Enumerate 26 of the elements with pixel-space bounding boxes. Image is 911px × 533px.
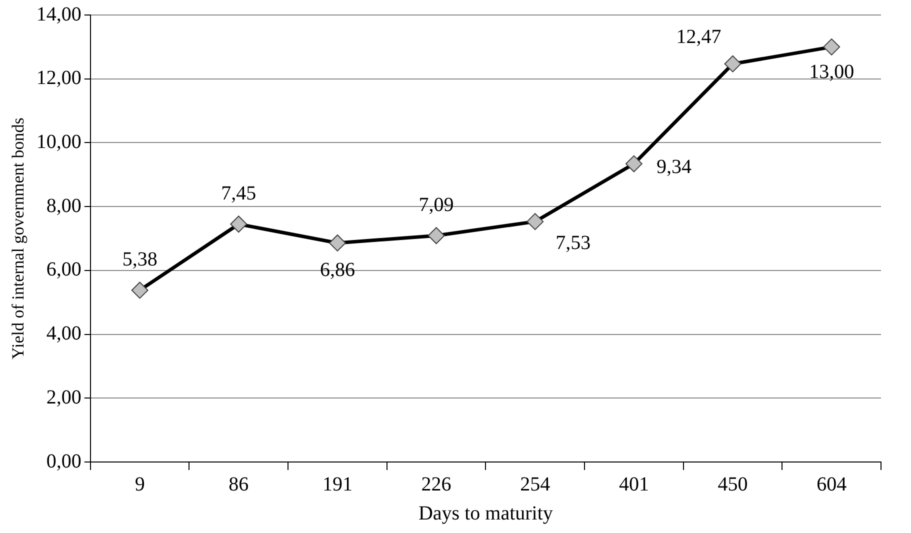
data-label: 9,34 xyxy=(656,156,692,178)
x-tick-label: 9 xyxy=(134,473,145,496)
y-axis-title: Yield of internal government bonds xyxy=(8,118,28,360)
y-tick-label: 2,00 xyxy=(46,386,82,408)
x-axis-title: Days to maturity xyxy=(418,502,553,524)
data-label: 7,09 xyxy=(418,194,454,216)
data-label: 12,47 xyxy=(676,26,722,48)
data-label: 6,86 xyxy=(320,259,355,282)
x-tick-label: 254 xyxy=(520,473,550,496)
x-tick-label: 604 xyxy=(816,473,847,496)
y-tick-label: 10,00 xyxy=(36,130,82,153)
x-tick-label: 226 xyxy=(421,473,452,496)
data-label: 13,00 xyxy=(809,61,854,84)
y-tick-label: 0,00 xyxy=(46,450,82,472)
x-tick-label: 191 xyxy=(322,473,352,496)
y-tick-label: 12,00 xyxy=(36,67,82,90)
y-tick-label: 6,00 xyxy=(46,258,82,281)
x-tick-label: 401 xyxy=(618,473,649,496)
y-tick-label: 8,00 xyxy=(46,194,82,217)
data-label: 7,53 xyxy=(556,232,591,254)
x-tick-label: 86 xyxy=(228,473,249,496)
x-tick-label: 450 xyxy=(718,473,748,496)
y-tick-label: 14,00 xyxy=(36,3,82,26)
data-label: 7,45 xyxy=(221,182,256,204)
data-label: 5,38 xyxy=(122,248,158,270)
y-tick-label: 4,00 xyxy=(46,322,82,345)
